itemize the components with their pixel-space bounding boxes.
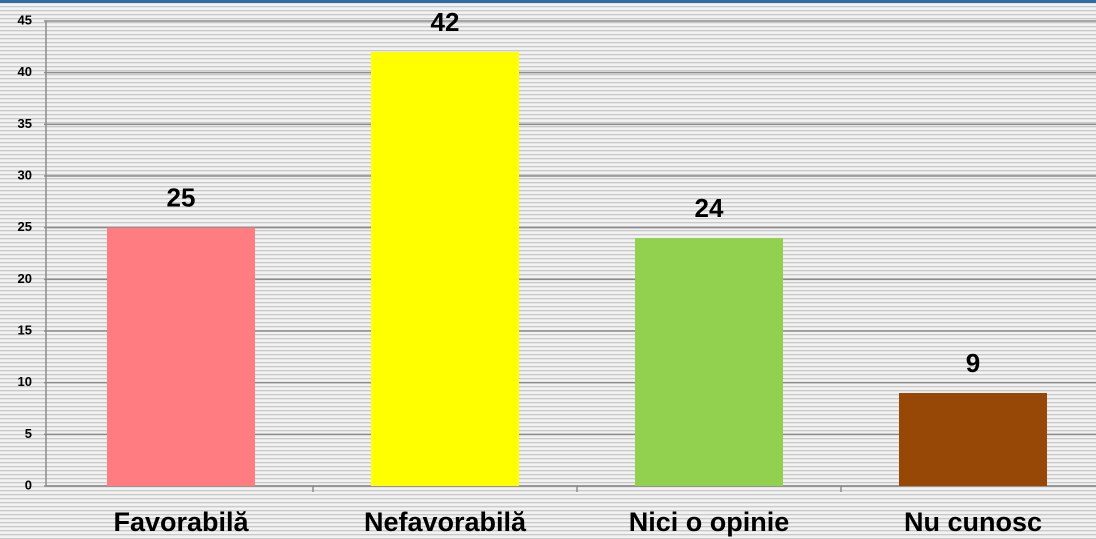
- bar: [899, 393, 1047, 486]
- y-tick-label: 35: [18, 116, 32, 131]
- y-tick-label: 25: [18, 219, 32, 234]
- x-tick-label: Nefavorabilă: [364, 507, 527, 537]
- bar: [371, 52, 519, 486]
- x-tick-label: Nici o opinie: [629, 507, 790, 537]
- y-tick-label: 40: [18, 64, 32, 79]
- y-tick-label: 20: [18, 271, 32, 286]
- y-tick-label: 15: [18, 322, 32, 337]
- top-border: [0, 0, 1096, 3]
- data-label: 42: [431, 7, 460, 37]
- x-tick-label: Nu cunosc: [904, 507, 1042, 537]
- y-tick-label: 45: [18, 12, 32, 27]
- y-tick-label: 5: [25, 426, 32, 441]
- bar: [107, 227, 255, 486]
- data-label: 25: [167, 183, 196, 213]
- x-tick-label: Favorabilă: [113, 507, 249, 537]
- bar: [635, 238, 783, 486]
- y-tick-label: 0: [25, 477, 32, 492]
- y-tick-label: 30: [18, 167, 32, 182]
- data-label: 24: [695, 193, 724, 223]
- y-tick-label: 10: [18, 374, 32, 389]
- data-label: 9: [966, 348, 980, 378]
